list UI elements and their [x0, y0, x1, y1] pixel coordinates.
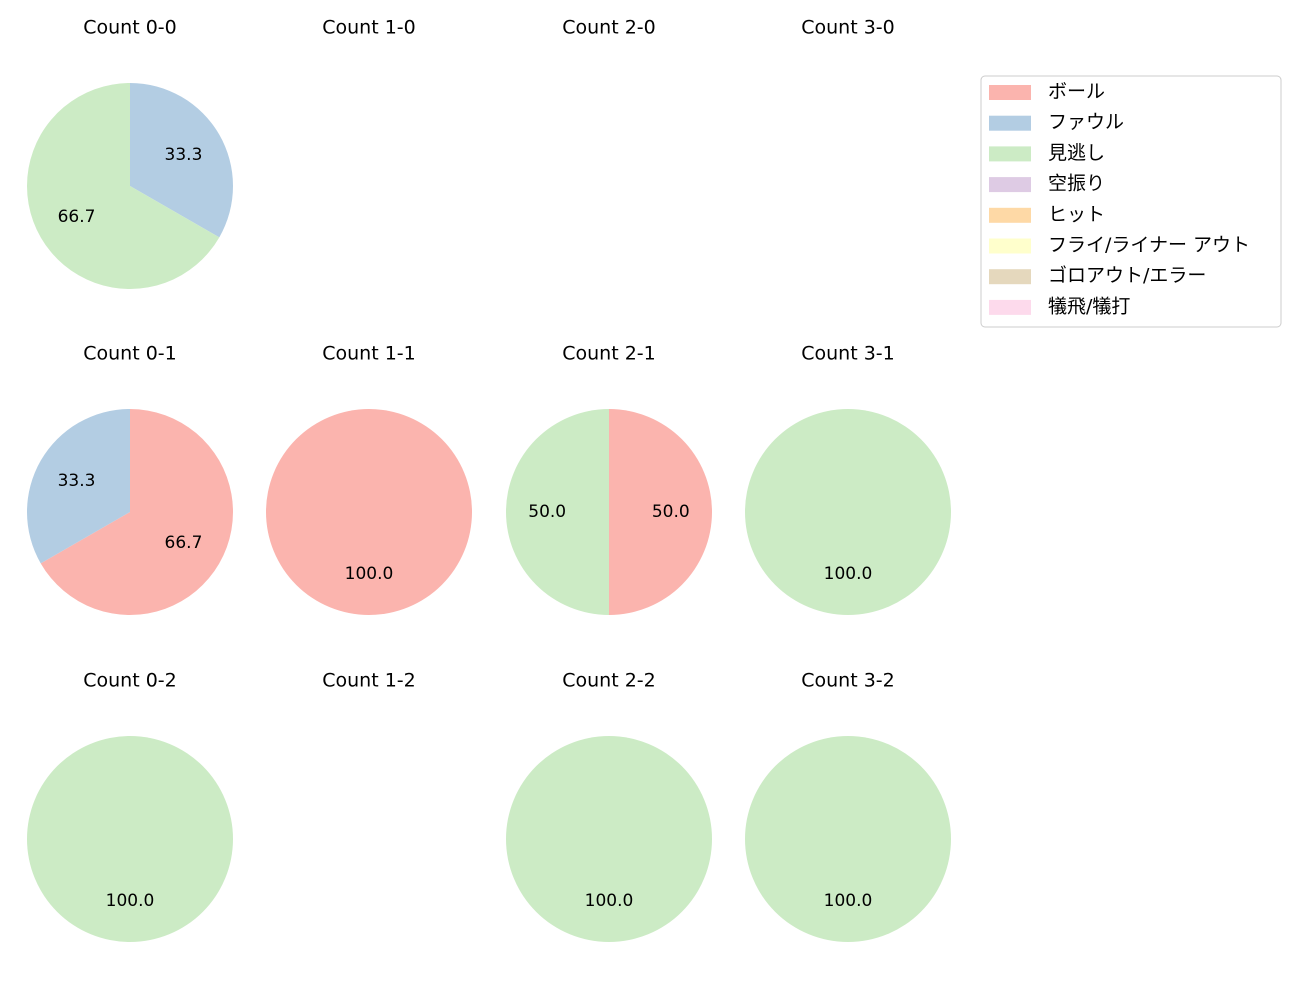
pie-slice	[130, 83, 234, 238]
legend-label: ヒット	[1048, 203, 1105, 225]
chart-title: Count 1-2	[322, 670, 416, 692]
legend-swatch	[989, 238, 1031, 254]
slice-label: 100.0	[824, 564, 873, 584]
chart-title: Count 3-0	[801, 17, 895, 39]
legend-swatch	[989, 299, 1031, 315]
chart-title: Count 0-1	[83, 343, 177, 365]
legend-label: フライ/ライナー アウト	[1048, 234, 1250, 256]
pie-slice	[27, 736, 233, 942]
legend-label: 空振り	[1048, 173, 1105, 195]
legend-box	[980, 75, 1282, 328]
slice-label: 100.0	[824, 891, 873, 911]
pie-slice	[40, 409, 234, 615]
legend-swatch	[989, 115, 1031, 131]
slice-label: 66.7	[165, 533, 203, 553]
legend-label: 見逃し	[1048, 142, 1105, 164]
pie-slice	[506, 736, 712, 942]
chart-title: Count 2-0	[562, 17, 656, 39]
chart-title: Count 0-2	[83, 670, 177, 692]
pie-slice	[27, 83, 220, 290]
legend-swatch	[989, 85, 1031, 100]
slice-label: 33.3	[58, 471, 96, 491]
chart-title: Count 2-2	[562, 670, 656, 692]
chart-title: Count 3-2	[801, 670, 895, 692]
legend-swatch	[989, 146, 1031, 162]
slice-label: 100.0	[106, 891, 155, 911]
legend-swatch	[989, 177, 1031, 193]
chart-title: Count 2-1	[562, 343, 656, 365]
slice-label: 33.3	[165, 145, 203, 165]
chart-title: Count 0-0	[83, 17, 177, 39]
chart-title: Count 1-1	[322, 343, 416, 365]
legend-label: ボール	[1048, 81, 1105, 103]
slice-label: 66.7	[58, 207, 96, 227]
pie-slice	[26, 409, 130, 564]
legend-swatch	[989, 207, 1031, 223]
chart-title: Count 3-1	[801, 343, 895, 365]
pie-slice	[745, 409, 951, 615]
legend-label: 犠飛/犠打	[1048, 295, 1130, 317]
chart-title: Count 1-0	[322, 17, 416, 39]
pie-slice	[506, 409, 609, 615]
legend-swatch	[989, 269, 1031, 285]
slice-label: 100.0	[585, 891, 634, 911]
slice-label: 100.0	[345, 564, 394, 584]
slice-label: 50.0	[652, 502, 690, 522]
pie-slice	[745, 736, 951, 942]
slice-label: 50.0	[528, 502, 566, 522]
pie-slice	[609, 409, 712, 615]
legend-label: ゴロアウト/エラー	[1048, 265, 1206, 287]
legend-label: ファウル	[1048, 111, 1124, 133]
pie-slice	[266, 409, 472, 615]
